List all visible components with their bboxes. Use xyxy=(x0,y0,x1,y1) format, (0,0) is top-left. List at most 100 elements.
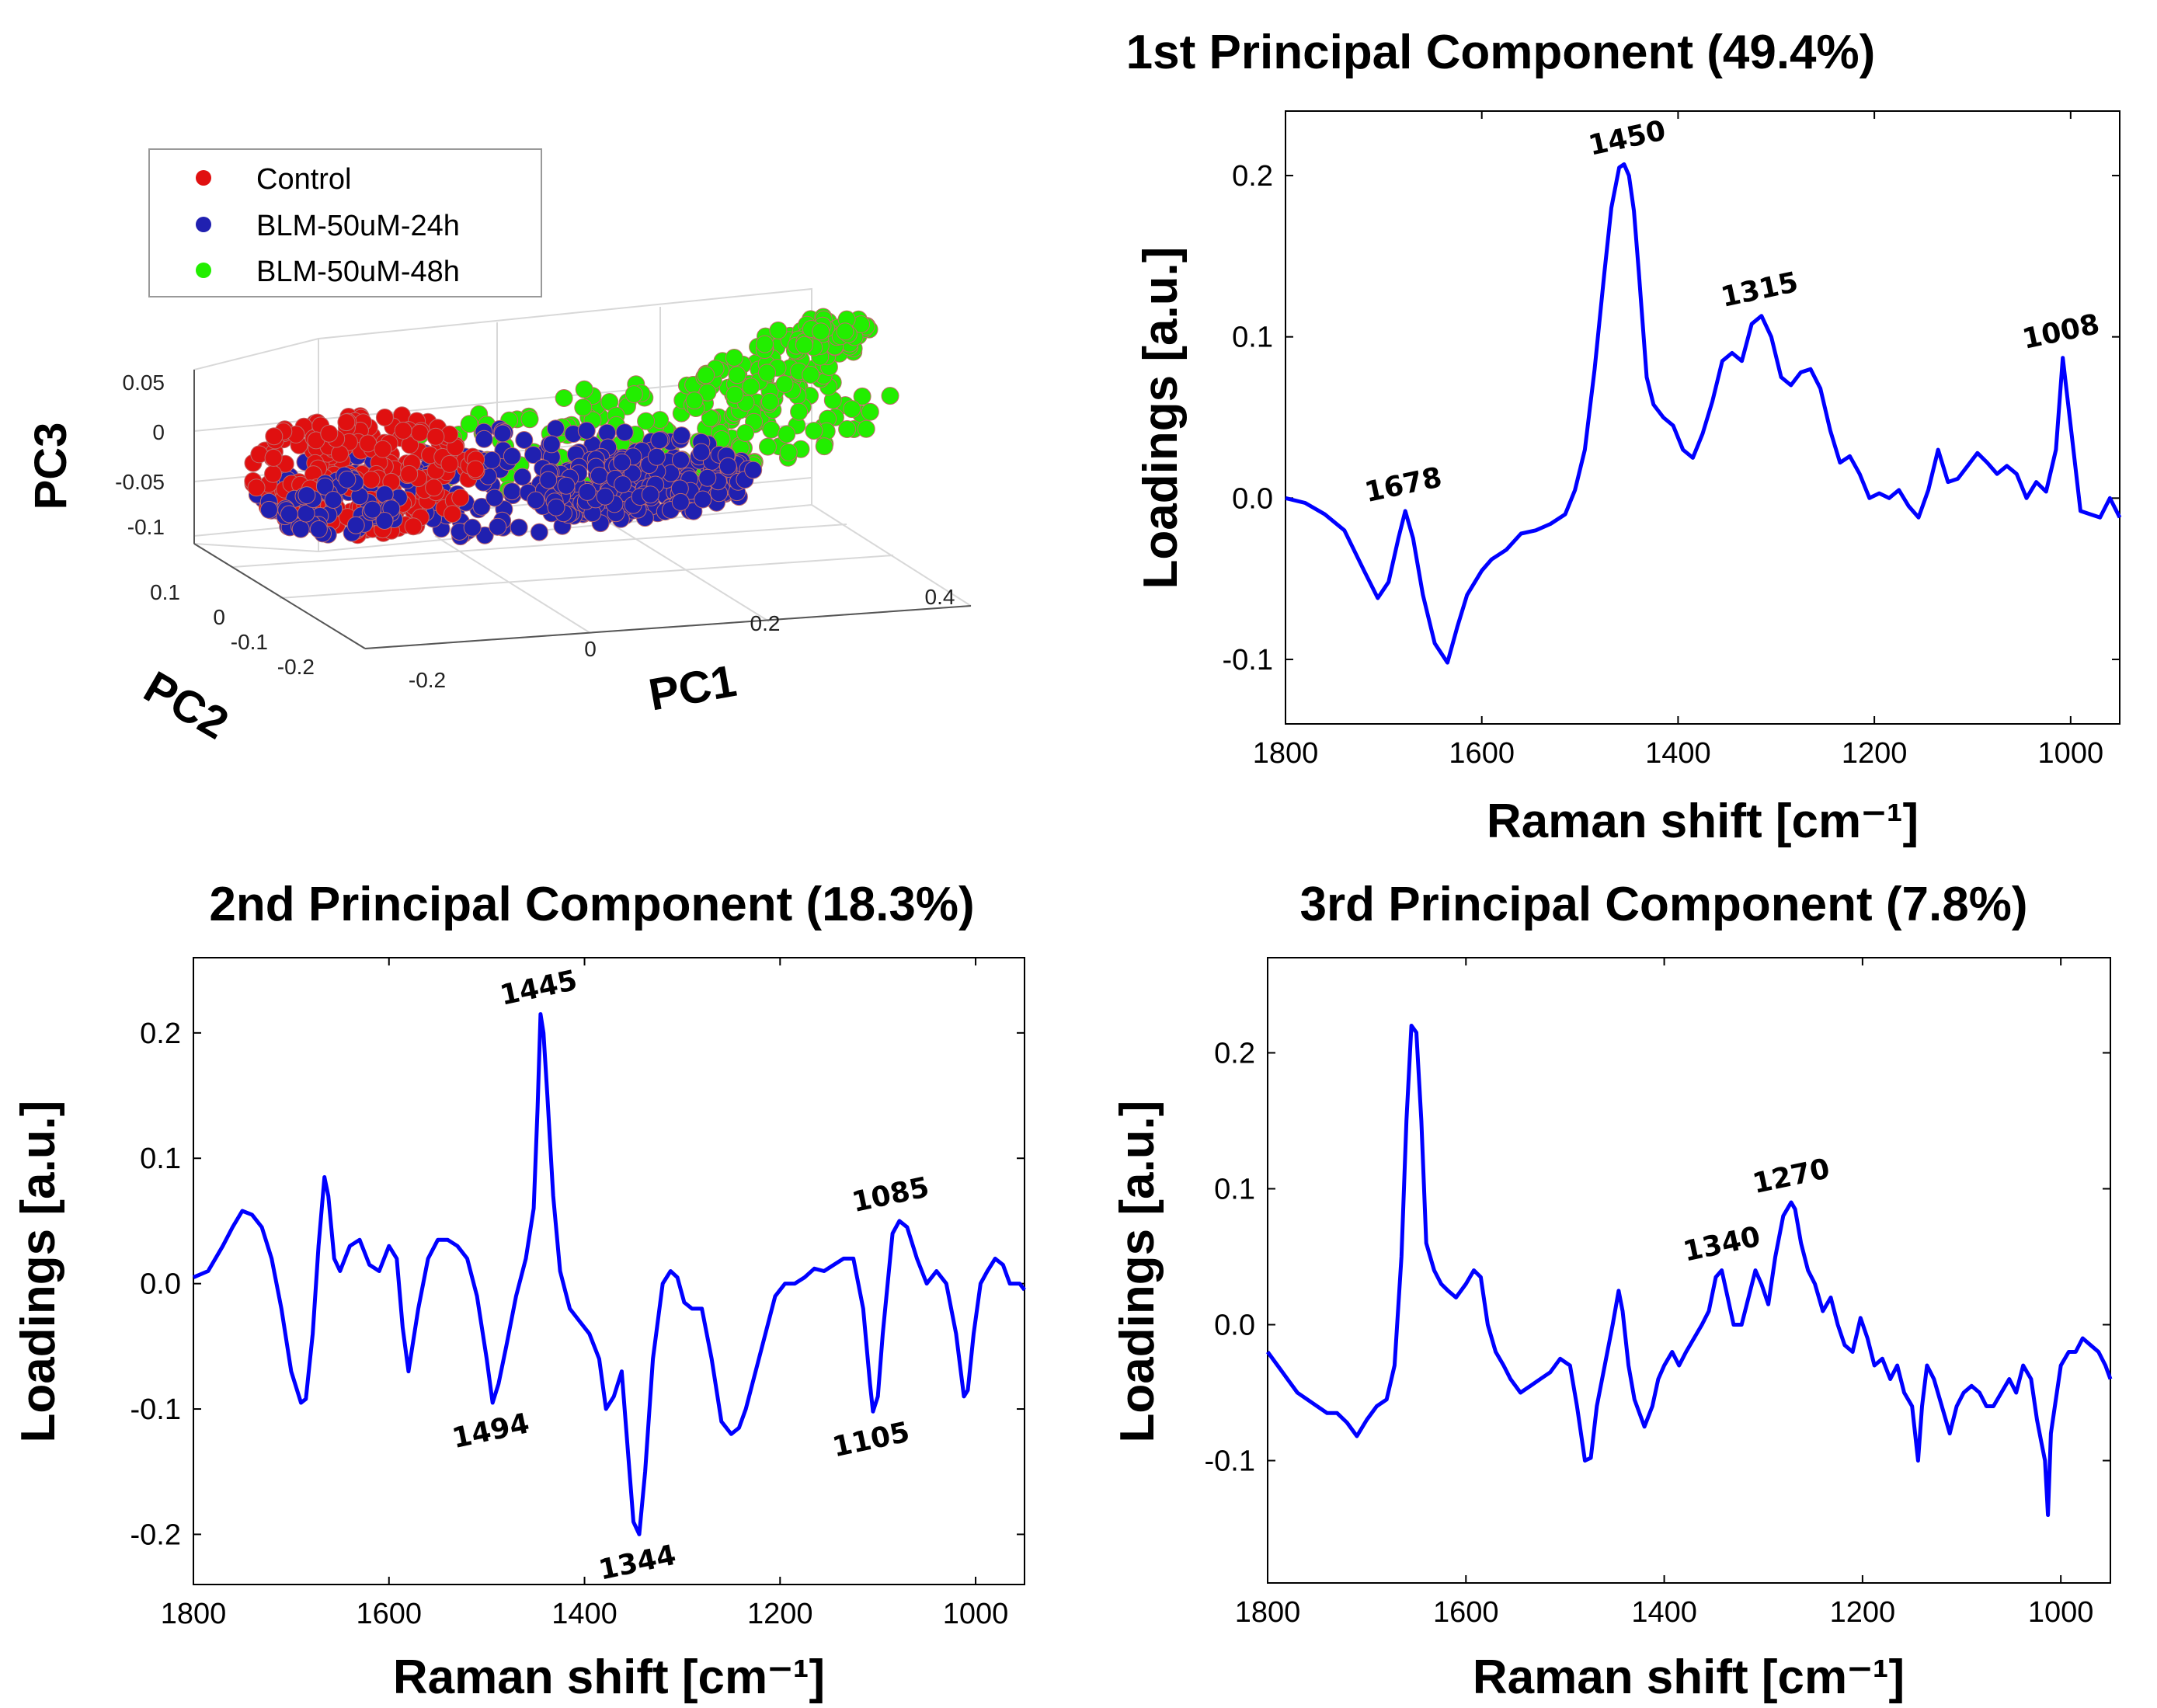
scatter-point-blm-24h xyxy=(493,424,512,443)
scatter-point-blm-24h xyxy=(315,477,334,496)
pc2-x-tick-label: 1600 xyxy=(356,1598,422,1630)
scatter-point-blm-48h xyxy=(805,422,823,440)
pc3-loadings-chart: 3rd Principal Component (7.8%) 1800 1600 1… xyxy=(1111,878,2113,1704)
pc2-x-axis-label: Raman shift [cm⁻¹] xyxy=(393,1651,825,1704)
scatter-point-blm-24h xyxy=(673,426,691,445)
scatter-point-blm-24h xyxy=(684,502,703,520)
scatter-point-control xyxy=(265,427,284,446)
scatter-point-blm-48h xyxy=(861,402,879,421)
scatter-point-control xyxy=(337,413,356,432)
scatter-point-blm-24h xyxy=(346,516,365,534)
scatter-point-blm-24h xyxy=(475,430,493,448)
scatter-point-blm-24h xyxy=(650,431,669,450)
pc3-y-tick-label: 0.1 xyxy=(1214,1174,1255,1206)
legend-label-blm24: BLM-50uM-24h xyxy=(256,210,460,242)
scatter-point-control xyxy=(264,464,282,483)
scatter-point-blm-48h xyxy=(778,425,796,444)
pc1-tick-0: -0.2 xyxy=(409,668,446,692)
pc3-ticks: 0.05 0 -0.05 -0.1 xyxy=(115,370,165,539)
scatter-point-control xyxy=(426,427,445,446)
scatter-point-blm-48h xyxy=(725,385,744,404)
pc2-plot-frame xyxy=(193,957,1025,1585)
pc3-loadings-line xyxy=(1265,1024,2113,1517)
scatter-point-blm-24h xyxy=(557,476,576,495)
scatter-point-blm-24h xyxy=(613,453,631,471)
scatter-point-blm-24h xyxy=(596,487,614,506)
scatter-point-blm-48h xyxy=(838,420,857,438)
scatter-point-blm-48h xyxy=(736,424,755,442)
pc2-y-tick-label: -0.2 xyxy=(130,1518,181,1551)
scatter-point-blm-24h xyxy=(671,492,690,511)
scatter-points xyxy=(244,308,899,546)
pc2-ticks: 0.1 0 -0.1 -0.2 xyxy=(150,580,315,679)
scatter-point-control xyxy=(466,460,485,478)
scatter-point-blm-24h xyxy=(615,423,634,442)
scatter-point-control xyxy=(320,424,339,443)
pc2-y-tick-label: 0.0 xyxy=(140,1268,181,1301)
scatter-point-control xyxy=(451,489,470,507)
scatter-point-blm-24h xyxy=(364,500,381,519)
scatter-point-blm-48h xyxy=(728,366,746,384)
legend-label-control: Control xyxy=(256,163,352,196)
pc3-x-tick-label: 1600 xyxy=(1433,1596,1499,1629)
pc1-ticks: -0.2 0 0.2 0.4 xyxy=(409,585,955,692)
pc1-chart-title: 1st Principal Component (49.4%) xyxy=(1126,26,1876,79)
scatter-point-blm-24h xyxy=(515,431,534,449)
pc3-y-tick-label: 0.0 xyxy=(1214,1310,1255,1342)
scatter-point-blm-48h xyxy=(790,402,809,421)
pc1-axis-label: PC1 xyxy=(645,656,739,721)
pc2-tick-2: -0.1 xyxy=(231,630,268,654)
pc2-chart-title: 2nd Principal Component (18.3%) xyxy=(209,878,974,931)
pc2-y-tick-label: 0.2 xyxy=(140,1017,181,1050)
scatter-point-blm-24h xyxy=(524,446,542,464)
pc3-y-axis-label: Loadings [a.u.] xyxy=(1111,1101,1164,1443)
pc1-tick-3: 0.4 xyxy=(925,585,955,609)
scatter-point-blm-48h xyxy=(637,412,656,430)
pc1-loadings-line xyxy=(1285,162,2122,665)
scatter-point-blm-24h xyxy=(672,450,690,469)
scatter-point-blm-24h xyxy=(513,468,532,486)
pc3-x-tick-label: 1800 xyxy=(1235,1596,1301,1629)
scatter-point-blm-48h xyxy=(802,366,820,384)
scatter-point-control xyxy=(425,478,444,497)
scatter-point-blm-48h xyxy=(520,410,539,429)
scatter-point-blm-24h xyxy=(647,447,666,466)
scatter-point-blm-24h xyxy=(482,450,501,469)
pc3-plot-frame xyxy=(1267,957,2111,1584)
legend-marker-control xyxy=(196,170,211,186)
scatter-point-control xyxy=(264,448,283,467)
scatter-point-blm-24h xyxy=(694,490,712,509)
legend-marker-blm48 xyxy=(196,263,211,278)
scatter-point-blm-48h xyxy=(795,336,813,354)
scatter-point-blm-24h xyxy=(744,461,763,479)
scatter-point-blm-48h xyxy=(775,375,794,393)
scatter-point-control xyxy=(375,409,394,426)
scatter-point-control xyxy=(410,423,429,442)
scatter-point-blm-24h xyxy=(297,486,316,505)
pc3-x-tick-label: 1000 xyxy=(2028,1596,2094,1629)
pc1-y-axis-label: Loadings [a.u.] xyxy=(1134,247,1188,590)
pc3-x-tick-label: 1400 xyxy=(1631,1596,1697,1629)
pc3-tick-1: 0 xyxy=(152,420,165,444)
pc2-tick-0: 0.1 xyxy=(150,580,180,604)
pc1-y-tick-label: 0.1 xyxy=(1232,322,1273,354)
pc3-chart-title: 3rd Principal Component (7.8%) xyxy=(1299,878,2027,931)
scatter-point-blm-48h xyxy=(758,364,776,382)
scatter-point-blm-48h xyxy=(769,321,788,339)
scatter-point-blm-24h xyxy=(692,443,711,461)
scatter-point-blm-24h xyxy=(489,517,507,536)
pc2-ticks: 1800 1600 1400 1200 1000 -0.2 -0.1 0.0 0.1 0.2 xyxy=(130,958,1025,1630)
pc1-plot-frame xyxy=(1285,110,2120,725)
scatter-point-blm-24h xyxy=(510,518,528,537)
scatter-point-blm-24h xyxy=(338,470,357,489)
pc3-tick-2: -0.05 xyxy=(115,470,165,494)
scatter-point-blm-24h xyxy=(578,482,597,501)
scatter-point-blm-24h xyxy=(503,482,521,501)
scatter-point-blm-48h xyxy=(697,366,715,384)
scatter-point-blm-24h xyxy=(527,491,545,510)
pc3-y-tick-label: -0.1 xyxy=(1205,1445,1255,1478)
scatter-point-blm-24h xyxy=(577,421,596,440)
scatter-point-blm-48h xyxy=(460,415,478,433)
scatter-point-blm-24h xyxy=(546,419,565,438)
